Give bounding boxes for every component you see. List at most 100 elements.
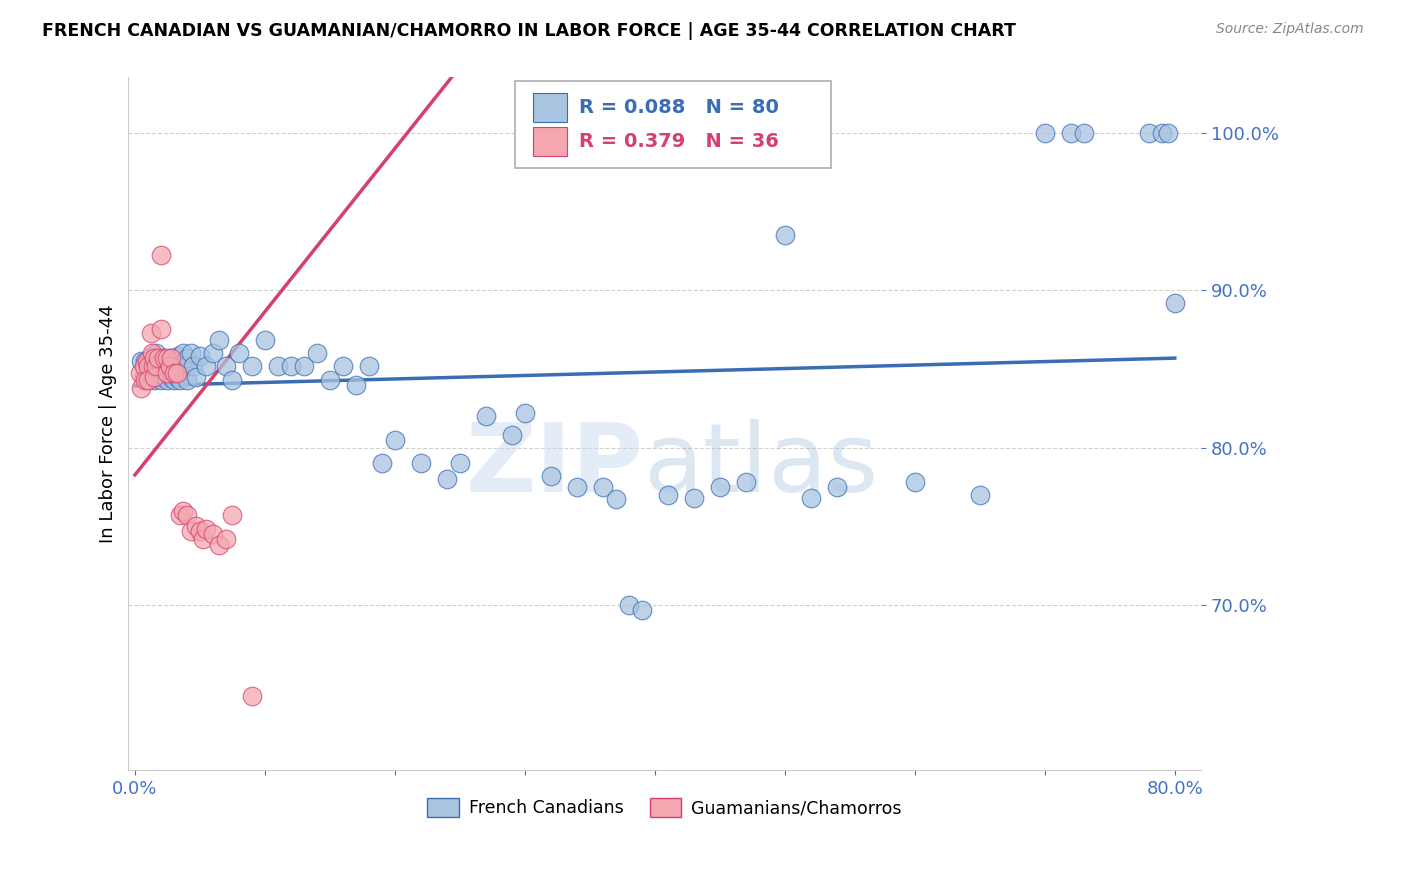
- Point: [129, 367, 152, 381]
- Point: [142, 359, 165, 373]
- Point: [156, 367, 179, 381]
- Point: [773, 227, 796, 242]
- Point: [149, 322, 172, 336]
- Point: [131, 381, 153, 395]
- Point: [163, 367, 186, 381]
- Point: [134, 354, 156, 368]
- Point: [167, 349, 190, 363]
- Point: [605, 492, 627, 507]
- Point: [159, 359, 181, 373]
- Point: [149, 373, 172, 387]
- Point: [267, 359, 290, 373]
- Point: [201, 527, 224, 541]
- Point: [1033, 126, 1056, 140]
- Point: [169, 508, 191, 523]
- Point: [163, 359, 186, 373]
- Point: [141, 349, 163, 363]
- Point: [305, 346, 328, 360]
- Point: [565, 480, 588, 494]
- Point: [148, 369, 170, 384]
- Point: [208, 538, 231, 552]
- Point: [163, 351, 186, 365]
- Point: [904, 475, 927, 490]
- Point: [332, 359, 354, 373]
- Point: [156, 373, 179, 387]
- Point: [143, 359, 166, 373]
- Point: [709, 480, 731, 494]
- Point: [800, 491, 823, 505]
- Bar: [533, 94, 567, 122]
- Point: [169, 373, 191, 387]
- Point: [172, 346, 194, 360]
- Point: [344, 377, 367, 392]
- Text: FRENCH CANADIAN VS GUAMANIAN/CHAMORRO IN LABOR FORCE | AGE 35-44 CORRELATION CHA: FRENCH CANADIAN VS GUAMANIAN/CHAMORRO IN…: [42, 22, 1017, 40]
- Point: [592, 480, 614, 494]
- Point: [132, 359, 155, 373]
- Point: [135, 369, 157, 384]
- Point: [825, 480, 848, 494]
- Point: [240, 690, 263, 704]
- Point: [166, 369, 188, 384]
- Point: [436, 472, 458, 486]
- Point: [172, 503, 194, 517]
- Point: [183, 359, 205, 373]
- Point: [152, 351, 174, 365]
- Point: [683, 491, 706, 505]
- Point: [280, 359, 302, 373]
- Point: [188, 349, 211, 363]
- Point: [136, 373, 159, 387]
- Point: [134, 373, 156, 387]
- Point: [180, 346, 202, 360]
- Point: [631, 603, 654, 617]
- Point: [215, 359, 238, 373]
- Point: [657, 488, 679, 502]
- Point: [208, 334, 231, 348]
- Point: [184, 519, 207, 533]
- Point: [449, 456, 471, 470]
- Point: [152, 351, 174, 365]
- Point: [357, 359, 380, 373]
- Point: [156, 351, 179, 365]
- Text: R = 0.379   N = 36: R = 0.379 N = 36: [579, 132, 779, 151]
- Point: [143, 369, 166, 384]
- Point: [617, 598, 640, 612]
- Point: [145, 346, 167, 360]
- Point: [143, 351, 166, 365]
- Point: [135, 354, 157, 368]
- Point: [228, 346, 250, 360]
- Text: Source: ZipAtlas.com: Source: ZipAtlas.com: [1216, 22, 1364, 37]
- Point: [143, 373, 166, 387]
- Point: [319, 373, 342, 387]
- Point: [195, 359, 218, 373]
- Text: R = 0.088   N = 80: R = 0.088 N = 80: [579, 98, 779, 118]
- Point: [176, 508, 198, 523]
- Point: [139, 369, 162, 384]
- Point: [163, 373, 186, 387]
- Point: [149, 359, 172, 373]
- Point: [734, 475, 756, 490]
- Point: [159, 351, 181, 365]
- Point: [1164, 295, 1187, 310]
- Point: [221, 508, 243, 523]
- Point: [1137, 126, 1160, 140]
- Point: [184, 369, 207, 384]
- Point: [501, 428, 523, 442]
- Point: [1157, 126, 1180, 140]
- Point: [160, 369, 183, 384]
- FancyBboxPatch shape: [515, 81, 831, 168]
- Point: [160, 351, 183, 365]
- Point: [180, 524, 202, 538]
- Point: [215, 532, 238, 546]
- Point: [475, 409, 498, 423]
- Point: [253, 334, 276, 348]
- Point: [149, 248, 172, 262]
- Text: atlas: atlas: [643, 419, 879, 512]
- Point: [1150, 126, 1173, 140]
- Point: [540, 468, 562, 483]
- Point: [139, 326, 162, 340]
- Point: [176, 351, 198, 365]
- Text: ZIP: ZIP: [465, 419, 643, 512]
- Point: [145, 359, 167, 373]
- Point: [1073, 126, 1095, 140]
- Point: [384, 433, 406, 447]
